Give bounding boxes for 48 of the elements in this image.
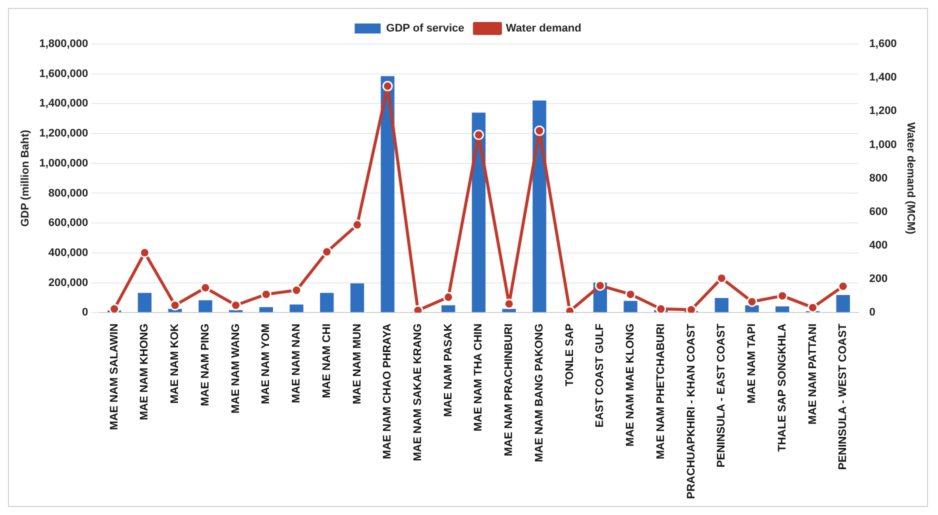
x-tick-label: MAE NAM YOM xyxy=(260,324,272,404)
y2-tick-label: 600 xyxy=(869,206,888,218)
x-tick-label: MAE NAM MUN xyxy=(351,324,364,404)
x-tick-label: MAE NAM TAPI xyxy=(746,324,758,404)
y2-tick-label: 1,400 xyxy=(869,72,897,84)
legend-label: Water demand xyxy=(506,22,582,35)
y-tick-label: 1,800,000 xyxy=(39,38,88,50)
x-tick-label: MAE NAM KHONG xyxy=(138,324,151,420)
x-tick-label: MAE NAM MAE KLONG xyxy=(624,324,637,446)
x-tick-label: MAE NAM CHI xyxy=(320,324,333,398)
y-tick-label: 1,200,000 xyxy=(39,128,88,140)
y2-tick-label: 1,600 xyxy=(869,38,897,50)
x-tick-label: MAE NAM SALAWIN xyxy=(108,324,120,430)
y-tick-label: 1,400,000 xyxy=(39,98,88,110)
x-tick-label: MAE NAM CHAO PHRAYA xyxy=(382,324,394,460)
x-tick-label: MAE NAM WANG xyxy=(230,324,242,414)
y2-tick-label: 200 xyxy=(869,273,888,286)
x-tick-label: MAE NAM PHETCHABURI xyxy=(654,324,667,460)
y-tick-label: 800,000 xyxy=(48,187,88,200)
y-tick-label: 400,000 xyxy=(48,246,88,259)
x-tick-label: MAE NAM NAN xyxy=(290,324,303,404)
x-tick-label: PRACHUAPKHIRI - KHAN COAST xyxy=(685,323,698,500)
x-tick-label: MAE NAM THA CHIN xyxy=(472,324,485,432)
x-tick-label: MAE NAM PATTANI xyxy=(806,324,819,424)
y2-tick-label: 0 xyxy=(869,306,876,319)
y-tick-label: 1,000,000 xyxy=(39,157,88,170)
y2-tick-label: 800 xyxy=(869,172,888,184)
x-tick-label: PENINSULA - WEST COAST xyxy=(837,323,850,470)
x-tick-label: EAST COAST GULF xyxy=(594,323,606,428)
y2-tick-label: 400 xyxy=(869,239,888,252)
x-tick-label: MAE NAM PRACHINBURI xyxy=(503,324,516,456)
y2-axis-title: Water demand (MCM) xyxy=(904,122,916,235)
x-tick-label: MAE NAM KOK xyxy=(169,324,182,404)
x-tick-label: PENINSULA - EAST COAST xyxy=(716,323,728,468)
x-tick-label: MAE NAM SAKAE KRANG xyxy=(412,324,424,462)
x-tick-label: MAE NAM PING xyxy=(199,324,212,406)
x-tick-label: MAE NAM PASAK xyxy=(442,324,454,417)
y2-tick-label: 1,000 xyxy=(869,138,897,151)
x-tick-label: TONLE SAP xyxy=(564,324,576,386)
legend-label: GDP of service xyxy=(386,22,464,35)
x-tick-label: THALE SAP SONGKHLA xyxy=(776,324,788,452)
y-tick-label: 1,600,000 xyxy=(39,68,88,80)
y-tick-label: 600,000 xyxy=(48,217,88,230)
y-tick-label: 0 xyxy=(82,306,88,319)
y2-tick-label: 1,200 xyxy=(869,105,897,118)
y-tick-label: 200,000 xyxy=(48,276,88,289)
y-axis-title: GDP (million Baht) xyxy=(20,129,32,227)
x-tick-label: MAE NAM BANG PAKONG xyxy=(533,324,546,462)
